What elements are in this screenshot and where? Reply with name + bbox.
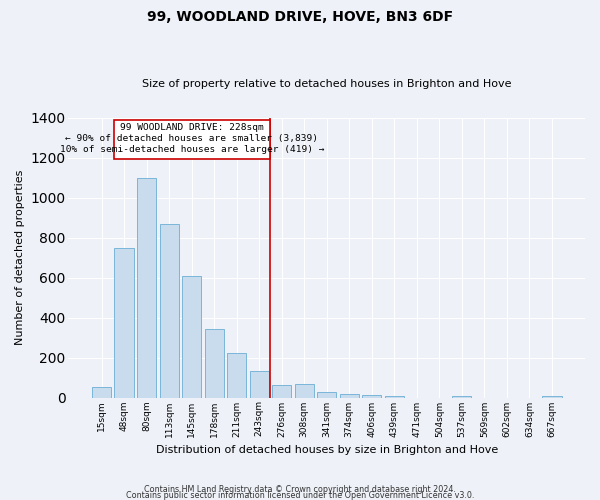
Bar	[295, 384, 314, 398]
Bar	[137, 178, 156, 398]
Bar	[317, 392, 337, 398]
Title: Size of property relative to detached houses in Brighton and Hove: Size of property relative to detached ho…	[142, 79, 511, 89]
Text: 99 WOODLAND DRIVE: 228sqm: 99 WOODLAND DRIVE: 228sqm	[120, 122, 264, 132]
Y-axis label: Number of detached properties: Number of detached properties	[15, 170, 25, 345]
Bar	[542, 396, 562, 398]
Bar	[227, 352, 246, 398]
Bar	[115, 248, 134, 398]
Bar	[182, 276, 201, 398]
Bar	[205, 328, 224, 398]
Text: 10% of semi-detached houses are larger (419) →: 10% of semi-detached houses are larger (…	[59, 145, 324, 154]
X-axis label: Distribution of detached houses by size in Brighton and Hove: Distribution of detached houses by size …	[155, 445, 498, 455]
Bar	[250, 370, 269, 398]
Text: 99, WOODLAND DRIVE, HOVE, BN3 6DF: 99, WOODLAND DRIVE, HOVE, BN3 6DF	[147, 10, 453, 24]
Text: Contains HM Land Registry data © Crown copyright and database right 2024.: Contains HM Land Registry data © Crown c…	[144, 484, 456, 494]
Bar	[452, 396, 472, 398]
Text: ← 90% of detached houses are smaller (3,839): ← 90% of detached houses are smaller (3,…	[65, 134, 319, 142]
Bar	[362, 395, 382, 398]
Bar	[385, 396, 404, 398]
Bar	[92, 386, 111, 398]
Bar	[340, 394, 359, 398]
Bar	[160, 224, 179, 398]
FancyBboxPatch shape	[114, 120, 270, 158]
Bar	[272, 385, 291, 398]
Text: Contains public sector information licensed under the Open Government Licence v3: Contains public sector information licen…	[126, 490, 474, 500]
